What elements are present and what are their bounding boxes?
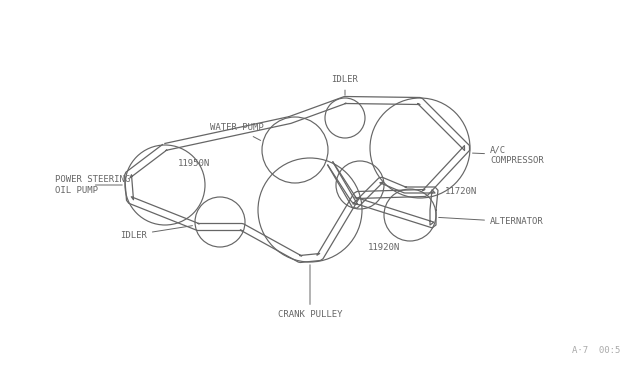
Text: POWER STEERING
OIL PUMP: POWER STEERING OIL PUMP [55, 175, 131, 195]
Text: 11920N: 11920N [368, 244, 400, 253]
Text: A·7  00:5: A·7 00:5 [572, 346, 620, 355]
Text: CRANK PULLEY: CRANK PULLEY [278, 265, 342, 319]
Text: IDLER: IDLER [332, 76, 358, 95]
Text: 11950N: 11950N [178, 158, 210, 167]
Text: IDLER: IDLER [120, 226, 193, 240]
Text: WATER PUMP: WATER PUMP [210, 124, 264, 141]
Text: 11720N: 11720N [445, 187, 477, 196]
Text: A/C
COMPRESSOR: A/C COMPRESSOR [472, 145, 544, 165]
Text: ALTERNATOR: ALTERNATOR [438, 217, 544, 227]
